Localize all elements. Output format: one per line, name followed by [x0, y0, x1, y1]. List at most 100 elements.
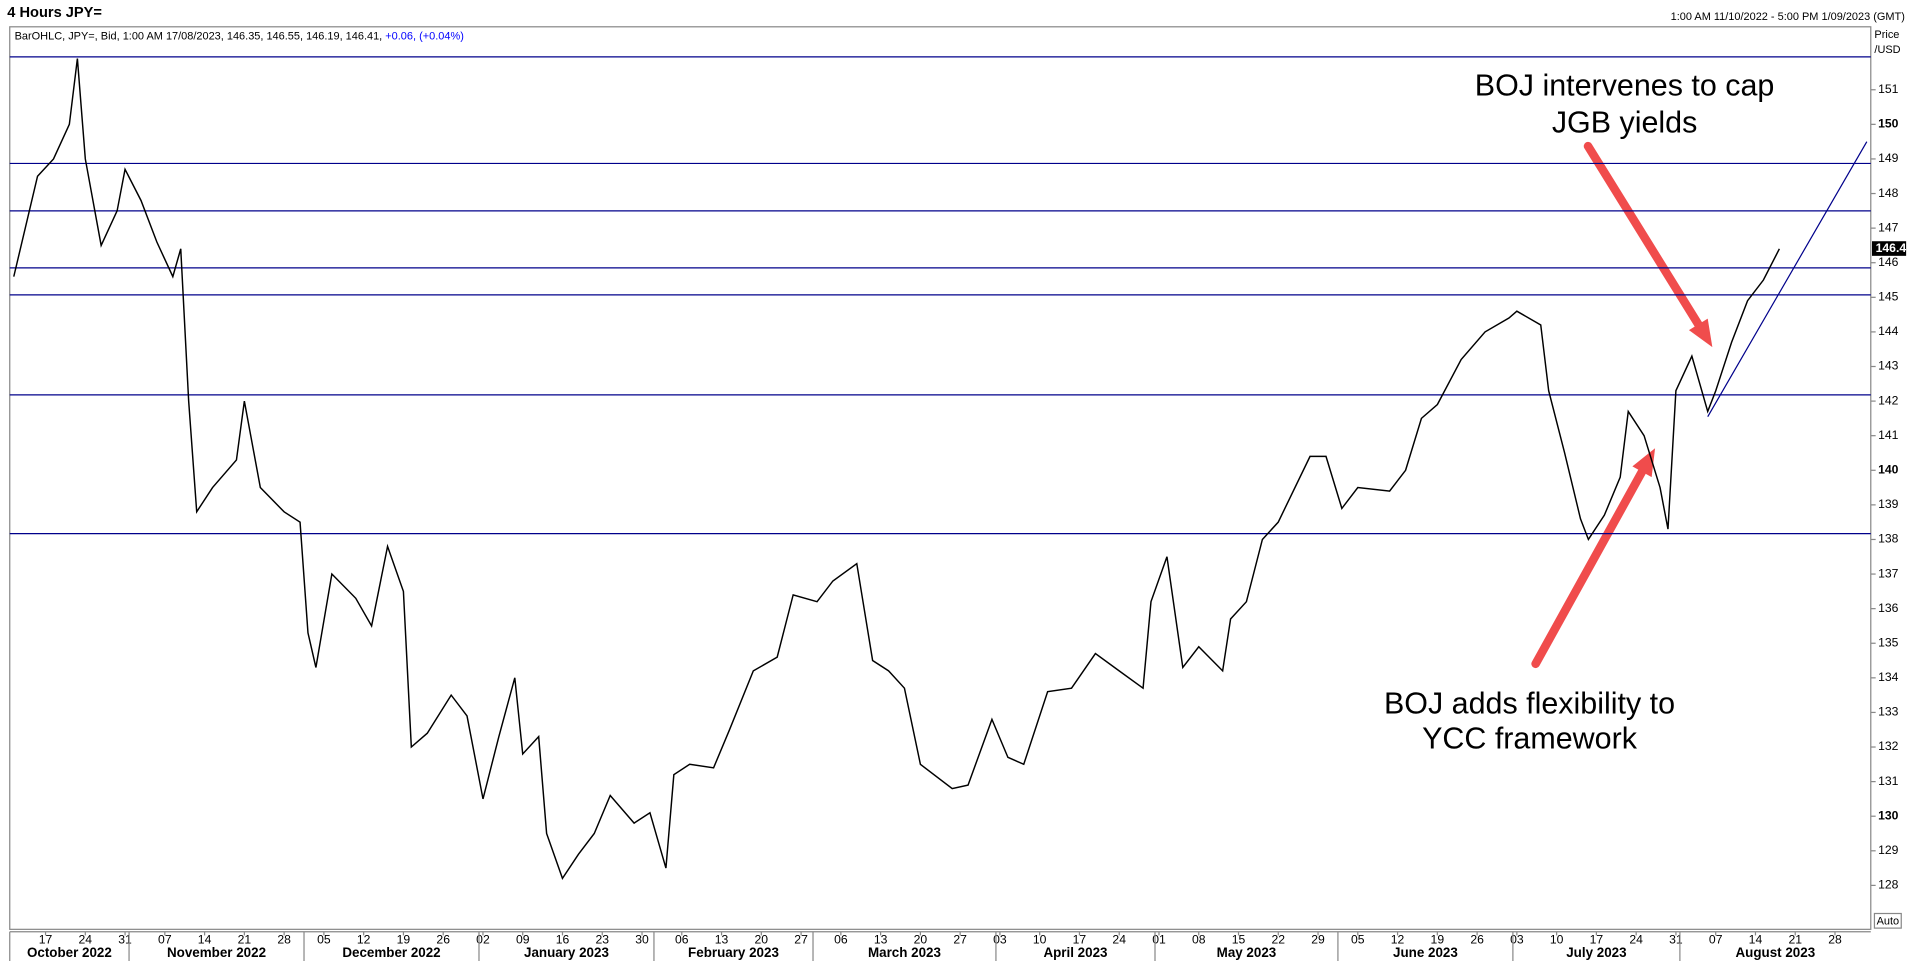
month-label: December 2022: [342, 945, 440, 960]
x-tick-label: 10: [1550, 933, 1564, 947]
y-tick-label: 145: [1878, 290, 1899, 304]
x-tick-label: 06: [675, 933, 689, 947]
x-tick-label: 09: [516, 933, 530, 947]
x-tick-label: 20: [914, 933, 928, 947]
month-label: February 2023: [688, 945, 779, 960]
month-label: November 2022: [167, 945, 266, 960]
y-tick-label: 151: [1878, 82, 1899, 96]
y-tick-label: 143: [1878, 359, 1899, 373]
arrow-head: [1632, 448, 1656, 478]
x-tick-label: 27: [794, 933, 808, 947]
price-line: [13, 58, 1781, 881]
month-label: May 2023: [1217, 945, 1277, 960]
x-tick-label: 12: [1391, 933, 1405, 947]
scale-button[interactable]: [1873, 912, 1902, 929]
x-tick-label: 02: [476, 933, 490, 947]
y-tick-label: 140: [1878, 463, 1899, 477]
x-tick-label: 07: [1709, 933, 1723, 947]
info-text: BarOHLC, JPY=, Bid, 1:00 AM 17/08/2023, …: [15, 30, 383, 42]
x-tick-label: 07: [158, 933, 172, 947]
x-tick-label: 13: [715, 933, 729, 947]
x-tick-label: 31: [1669, 933, 1683, 947]
y-axis-label: /USD: [1874, 44, 1900, 56]
y-axis-label: Price: [1874, 29, 1899, 41]
x-tick-label: 24: [1629, 933, 1643, 947]
x-tick-label: 17: [39, 933, 53, 947]
y-tick-label: 148: [1878, 186, 1899, 200]
x-tick-label: 30: [635, 933, 649, 947]
annotation: BOJ intervenes to cap: [1475, 69, 1775, 103]
x-tick-label: 06: [834, 933, 848, 947]
y-tick-label: 139: [1878, 497, 1899, 511]
arrow-head: [1688, 318, 1713, 348]
info-change: +0.06, (+0.04%): [385, 30, 464, 42]
x-tick-label: 27: [953, 933, 967, 947]
x-tick-label: 05: [1351, 933, 1365, 947]
y-tick-label: 136: [1878, 601, 1899, 615]
y-tick-label: 146: [1878, 255, 1899, 269]
y-tick-label: 150: [1878, 117, 1899, 131]
y-tick-label: 144: [1878, 324, 1899, 338]
x-tick-label: 28: [1828, 933, 1842, 947]
x-tick-label: 12: [357, 933, 371, 947]
x-tick-label: 22: [1271, 933, 1285, 947]
month-label: August 2023: [1736, 945, 1816, 960]
y-tick-label: 138: [1878, 532, 1899, 546]
x-tick-label: 14: [1749, 933, 1763, 947]
y-tick-label: 133: [1878, 705, 1899, 719]
x-tick-label: 24: [79, 933, 93, 947]
plot-frame: [9, 26, 1872, 930]
annotation: BOJ adds flexibility to: [1384, 686, 1675, 720]
x-tick-label: 14: [198, 933, 212, 947]
y-tick-label: 132: [1878, 739, 1899, 753]
month-label: March 2023: [868, 945, 941, 960]
month-label: October 2022: [27, 945, 112, 960]
x-tick-label: 13: [874, 933, 888, 947]
x-tick-label: 24: [1112, 933, 1126, 947]
y-tick-label: 147: [1878, 220, 1899, 234]
x-tick-label: 05: [317, 933, 331, 947]
month-label: April 2023: [1043, 945, 1107, 960]
chart-title: 4 Hours JPY=: [7, 5, 102, 21]
scale-mode[interactable]: Auto: [1877, 915, 1900, 927]
period: 1:00 AM 11/10/2022 - 5:00 PM 1/09/2023 (…: [1671, 11, 1905, 23]
x-tick-label: 08: [1192, 933, 1206, 947]
y-tick-label: 141: [1878, 428, 1899, 442]
y-tick-label: 137: [1878, 566, 1899, 580]
x-tick-label: 28: [277, 933, 291, 947]
x-tick-label: 26: [436, 933, 450, 947]
x-tick-label: 19: [1431, 933, 1445, 947]
x-tick-label: 10: [1033, 933, 1047, 947]
last-price-tag: [1872, 241, 1907, 256]
x-tick-label: 23: [595, 933, 609, 947]
month-label: July 2023: [1566, 945, 1626, 960]
y-tick-label: 142: [1878, 393, 1899, 407]
x-tick-label: 20: [755, 933, 769, 947]
y-tick-label: 149: [1878, 151, 1899, 165]
month-label: January 2023: [524, 945, 609, 960]
x-tick-label: 21: [238, 933, 252, 947]
x-tick-label: 16: [556, 933, 570, 947]
month-label: June 2023: [1393, 945, 1458, 960]
y-tick-label: 135: [1878, 635, 1899, 649]
x-tick-label: 21: [1788, 933, 1802, 947]
x-tick-label: 29: [1311, 933, 1325, 947]
info: BarOHLC, JPY=, Bid, 1:00 AM 17/08/2023, …: [15, 30, 464, 42]
annotation: YCC framework: [1422, 722, 1638, 756]
x-tick-label: 03: [1510, 933, 1524, 947]
y-tick-label: 130: [1878, 808, 1899, 822]
trendline: [1707, 141, 1868, 417]
last-price-label: 146.41: [1876, 241, 1911, 255]
y-tick-label: 128: [1878, 878, 1899, 892]
y-tick-label: 134: [1878, 670, 1899, 684]
y-tick-label: 129: [1878, 843, 1899, 857]
arrow: [1531, 467, 1647, 669]
x-tick-label: 31: [118, 933, 132, 947]
x-tick-label: 17: [1590, 933, 1604, 947]
x-tick-label: 26: [1470, 933, 1484, 947]
x-tick-label: 19: [397, 933, 411, 947]
annotation: JGB yields: [1552, 105, 1698, 139]
